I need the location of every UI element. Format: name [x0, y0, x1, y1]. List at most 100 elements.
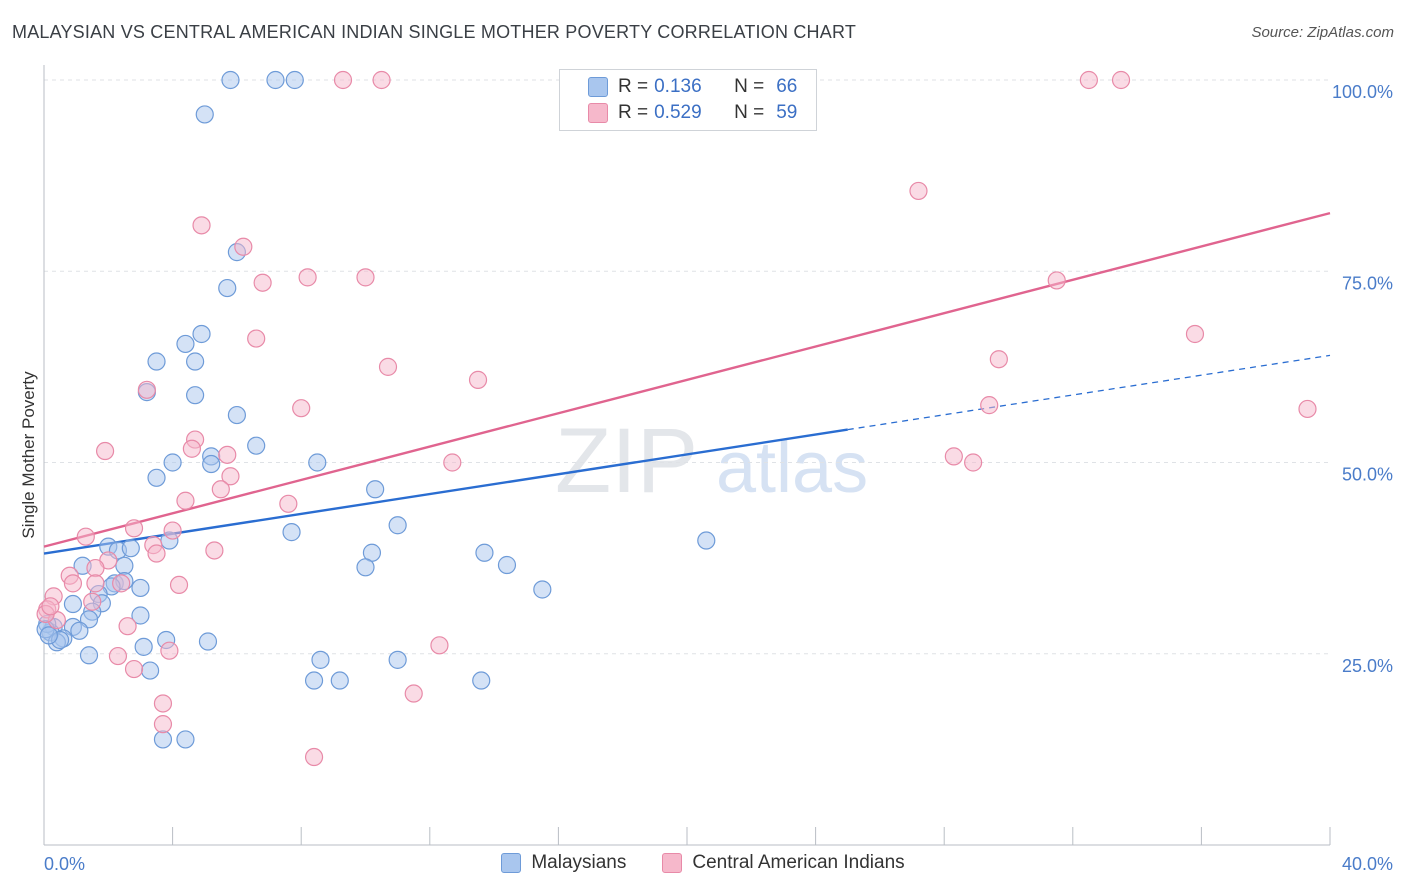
- central-american-indian-point: [980, 396, 999, 415]
- central-american-indian-point: [108, 646, 128, 666]
- central-american-indian-point: [176, 491, 195, 510]
- x-tick-label: 40.0%: [1342, 854, 1393, 874]
- malaysian-point: [311, 650, 330, 669]
- y-axis-label: Single Mother Poverty: [19, 371, 38, 539]
- central-american-indian-point: [292, 399, 311, 418]
- y-tick-label: 25.0%: [1342, 656, 1393, 676]
- central-american-indian-point: [218, 445, 237, 464]
- legend-n-label: N =: [734, 76, 765, 97]
- malaysians-trend-extension: [847, 354, 1331, 431]
- malaysian-point: [176, 334, 195, 354]
- central-american-indian-point: [964, 453, 983, 472]
- central-american-indian-point: [1185, 324, 1205, 344]
- central-american-indian-point: [192, 216, 211, 235]
- legend-swatch-pink: [588, 103, 608, 123]
- legend-label: Malaysians: [531, 852, 627, 873]
- central-american-indian-point: [86, 558, 105, 578]
- central-american-indian-point: [304, 747, 324, 767]
- malaysian-point: [198, 632, 218, 651]
- series-legend: Malaysians Central American Indians: [0, 852, 1406, 874]
- y-tick-label: 100.0%: [1332, 82, 1393, 102]
- central-american-indian-point: [112, 574, 131, 593]
- watermark: ZIP atlas: [555, 410, 868, 512]
- central-american-indian-point: [86, 574, 105, 593]
- malaysian-point: [388, 516, 407, 535]
- central-american-indian-point: [147, 544, 166, 563]
- central-american-indian-point: [1111, 70, 1131, 90]
- malaysian-point: [79, 646, 99, 665]
- legend-swatch-blue: [588, 77, 608, 97]
- malaysian-point: [266, 70, 285, 90]
- watermark-atlas: atlas: [716, 428, 868, 508]
- x-tick-label: 0.0%: [44, 854, 85, 874]
- malaysian-point: [388, 650, 407, 669]
- malaysian-point: [134, 637, 153, 656]
- malaysian-point: [221, 70, 240, 90]
- malaysian-point: [697, 531, 716, 550]
- malaysian-point: [330, 671, 349, 690]
- central-american-indian-point: [944, 447, 963, 466]
- gridlines: [44, 79, 1330, 655]
- legend-item-central-american-indians[interactable]: Central American Indians: [662, 852, 905, 874]
- malaysian-point: [131, 606, 150, 625]
- malaysian-point: [497, 555, 517, 575]
- central-american-indian-point: [356, 268, 375, 287]
- central-american-indian-point: [909, 181, 928, 201]
- malaysian-point: [282, 523, 301, 542]
- axes: [43, 65, 1331, 846]
- chart-title: MALAYSIAN VS CENTRAL AMERICAN INDIAN SIN…: [12, 22, 857, 42]
- malaysian-point: [285, 70, 304, 90]
- legend-n-value: 59: [776, 102, 798, 123]
- malaysian-point: [475, 543, 494, 562]
- central-american-indian-point: [468, 370, 488, 389]
- central-american-indian-point: [41, 597, 60, 616]
- malaysian-point: [70, 621, 89, 640]
- central-american-indians-trend-line: [43, 211, 1331, 548]
- central-american-indian-point: [63, 574, 83, 593]
- central-american-indian-point: [1047, 271, 1066, 290]
- malaysian-point: [153, 730, 173, 749]
- malaysian-point: [202, 454, 221, 474]
- central-american-indian-point: [211, 480, 230, 499]
- malaysian-point: [304, 671, 324, 690]
- central-american-indian-point: [221, 467, 240, 486]
- central-american-indian-point: [153, 715, 173, 734]
- legend-label: Central American Indians: [692, 852, 905, 873]
- central-american-indian-point: [205, 541, 224, 560]
- central-american-indian-point: [234, 237, 253, 256]
- central-american-indian-point: [404, 684, 423, 703]
- malaysian-point: [140, 661, 160, 680]
- central-american-indian-point: [163, 521, 182, 540]
- central-american-indian-point: [83, 592, 102, 611]
- central-american-indian-point: [372, 70, 391, 90]
- central-american-indian-point: [95, 441, 115, 461]
- malaysian-point: [63, 594, 83, 614]
- correlation-legend: R = 0.136 N = 66 R = 0.529 N = 59: [559, 69, 817, 131]
- legend-n-value: 66: [776, 76, 798, 97]
- central-american-indian-point: [137, 380, 156, 399]
- malaysian-point: [115, 556, 134, 575]
- malaysian-point: [227, 405, 246, 425]
- legend-r-label: R =: [618, 76, 649, 97]
- central-american-indian-point: [182, 439, 201, 458]
- central-american-indian-point: [430, 636, 449, 655]
- legend-r-label: R =: [618, 102, 649, 123]
- malaysian-point: [131, 578, 150, 598]
- central-american-indian-point: [160, 641, 179, 660]
- malaysian-point: [186, 386, 205, 405]
- central-american-indian-point: [253, 273, 272, 292]
- watermark-zip: ZIP: [555, 410, 698, 512]
- legend-swatch-pink: [662, 853, 683, 873]
- malaysian-point: [308, 453, 327, 472]
- y-tick-label: 50.0%: [1342, 465, 1393, 485]
- central-american-indian-point: [169, 575, 189, 595]
- legend-row-malaysians: R = 0.136 N = 66: [588, 75, 797, 99]
- central-american-indian-point: [333, 70, 353, 90]
- legend-item-malaysians[interactable]: Malaysians: [501, 852, 626, 874]
- malaysian-point: [195, 105, 214, 124]
- y-tick-label: 75.0%: [1342, 273, 1393, 293]
- malaysian-point: [163, 453, 182, 472]
- source-attribution: Source: ZipAtlas.com: [1251, 24, 1394, 41]
- malaysian-point: [147, 352, 166, 371]
- central-american-indian-point: [76, 527, 95, 546]
